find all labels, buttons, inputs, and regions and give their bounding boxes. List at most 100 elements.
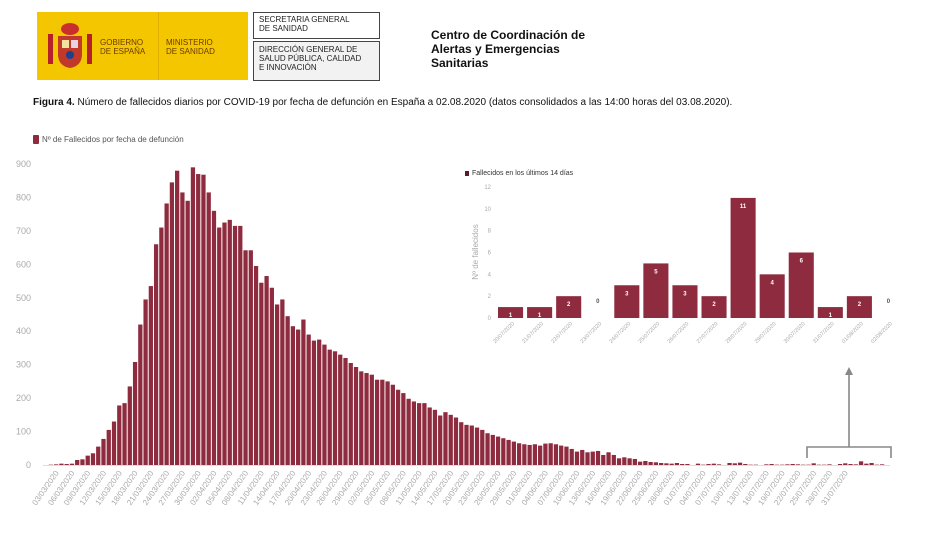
y-tick-label: 500 — [16, 293, 31, 303]
inset-bar — [788, 252, 814, 318]
bar — [485, 433, 490, 465]
bar — [401, 393, 406, 465]
inset-data-label: 1 — [509, 313, 513, 319]
inset-bar — [701, 296, 727, 318]
bar — [632, 458, 637, 465]
bar — [627, 458, 632, 465]
bar — [164, 203, 169, 465]
bar — [359, 371, 364, 465]
bar — [138, 324, 143, 465]
bar — [411, 401, 417, 465]
bar — [622, 457, 627, 465]
bar — [522, 444, 527, 465]
bar — [153, 244, 159, 465]
bar — [580, 449, 585, 465]
bar — [469, 425, 474, 465]
bar — [453, 417, 459, 465]
y-tick-label: 700 — [16, 226, 31, 236]
bar — [501, 438, 506, 465]
inset-x-tick-label: 22/07/2020 — [550, 321, 574, 345]
bar — [764, 464, 769, 465]
bar — [432, 409, 438, 465]
bar — [232, 225, 238, 465]
inset-bar — [556, 296, 582, 318]
inset-y-axis-title: Nº de fallecidos — [471, 224, 480, 279]
inset-bar — [730, 197, 756, 318]
inset-bar — [817, 307, 843, 318]
inset-x-tick-label: 23/07/2020 — [579, 321, 603, 345]
inset-y-tick-label: 4 — [488, 272, 492, 278]
bar — [611, 454, 616, 465]
bar — [695, 463, 701, 465]
bar — [506, 439, 511, 465]
bar — [864, 463, 869, 465]
bar — [306, 334, 311, 465]
bar — [390, 384, 395, 465]
bar — [595, 450, 601, 465]
y-tick-label: 0 — [26, 460, 31, 470]
bar — [616, 458, 622, 465]
inset-legend-label: Fallecidos en los últimos 14 días — [472, 170, 574, 177]
inset-bar — [846, 296, 872, 318]
bar — [322, 344, 327, 465]
bar — [495, 436, 501, 465]
bar — [211, 210, 217, 465]
bar — [448, 414, 453, 465]
bar — [827, 464, 832, 465]
bar — [395, 389, 401, 465]
y-tick-label: 200 — [16, 393, 31, 403]
ministerio-text: MINISTERIO DE SANIDAD — [166, 38, 215, 56]
bar — [106, 429, 111, 465]
bar — [290, 326, 296, 465]
bar — [80, 459, 85, 465]
bar — [743, 463, 748, 465]
bar — [659, 462, 664, 465]
bar — [459, 422, 464, 465]
bar — [101, 438, 106, 465]
bar — [90, 453, 96, 465]
bar — [648, 461, 653, 465]
bar — [769, 463, 774, 465]
bar — [159, 227, 164, 465]
bar — [248, 250, 253, 465]
gobierno-text: GOBIERNO DE ESPAÑA — [100, 38, 146, 56]
bar — [585, 452, 590, 465]
inset-x-tick-label: 29/07/2020 — [754, 321, 778, 345]
bar — [85, 455, 90, 465]
bar — [516, 443, 522, 465]
inset-x-tick-label: 26/07/2020 — [667, 321, 691, 345]
bar — [369, 374, 374, 465]
y-tick-label: 800 — [16, 192, 31, 202]
bar — [490, 434, 495, 465]
bar — [790, 463, 795, 465]
bar — [869, 462, 874, 465]
bar — [417, 403, 422, 465]
inset-y-tick-label: 0 — [488, 316, 492, 322]
inset-x-tick-label: 31/07/2020 — [812, 321, 836, 345]
bar — [206, 192, 211, 465]
y-tick-label: 600 — [16, 259, 31, 269]
bar — [54, 464, 59, 465]
bar — [148, 286, 153, 465]
bar — [96, 446, 101, 465]
bar — [685, 463, 690, 465]
inset-data-label: 3 — [625, 291, 629, 297]
bar — [348, 362, 353, 465]
bar — [238, 225, 243, 465]
direccion-box: DIRECCIÓN GENERAL DE SALUD PÚBLICA, CALID… — [253, 41, 380, 81]
bar — [296, 329, 301, 465]
bar — [879, 464, 885, 465]
bar — [253, 266, 259, 465]
bar — [480, 429, 485, 465]
bar — [848, 463, 853, 465]
bar — [716, 464, 722, 465]
bar — [259, 282, 264, 465]
bar — [732, 463, 737, 465]
bracket-icon — [806, 446, 892, 458]
secretaria-box: SECRETARIA GENERAL DE SANIDAD — [253, 12, 380, 39]
bar — [590, 451, 595, 465]
inset-y-tick-label: 12 — [484, 185, 491, 191]
inset-data-label: 4 — [771, 280, 775, 286]
inset-y-tick-label: 2 — [488, 294, 492, 300]
bar — [858, 461, 864, 465]
